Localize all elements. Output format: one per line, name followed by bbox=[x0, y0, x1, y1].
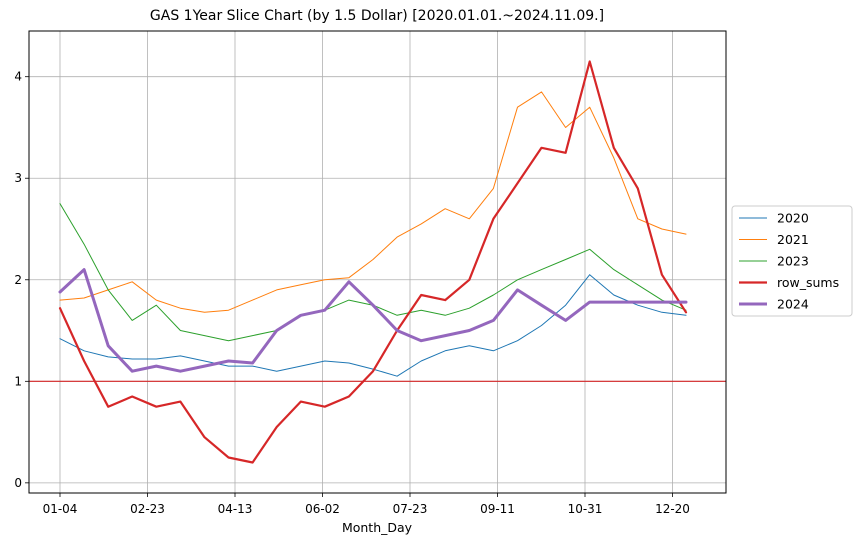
x-tick-label: 09-11 bbox=[480, 502, 515, 516]
x-tick-label: 12-20 bbox=[655, 502, 690, 516]
y-tick-label: 4 bbox=[14, 70, 22, 84]
y-tick-label: 2 bbox=[14, 273, 22, 287]
series-line-2024 bbox=[58, 268, 688, 373]
x-tick-label: 04-13 bbox=[218, 502, 253, 516]
y-tick-label: 1 bbox=[14, 374, 22, 388]
legend: 2020 2021 2023 row_sums 2024 bbox=[731, 205, 853, 317]
y-tick-label: 0 bbox=[14, 476, 22, 490]
series-line-row_sums bbox=[58, 60, 688, 464]
series-line-2020 bbox=[59, 274, 687, 377]
legend-box bbox=[731, 205, 853, 317]
y-axis: 0 1 2 3 4 bbox=[14, 70, 29, 490]
x-tick-label: 10-31 bbox=[568, 502, 603, 516]
legend-label: row_sums bbox=[777, 275, 839, 290]
y-tick-label: 3 bbox=[14, 171, 22, 185]
legend-label: 2024 bbox=[777, 297, 809, 312]
x-tick-label: 07-23 bbox=[393, 502, 428, 516]
legend-label: 2020 bbox=[777, 211, 809, 226]
series-line-2023 bbox=[59, 203, 687, 342]
legend-label: 2021 bbox=[777, 232, 809, 247]
x-tick-label: 02-23 bbox=[130, 502, 165, 516]
chart-title: GAS 1Year Slice Chart (by 1.5 Dollar) [2… bbox=[150, 8, 604, 24]
legend-label: 2023 bbox=[777, 254, 809, 269]
x-tick-label: 01-04 bbox=[43, 502, 78, 516]
x-axis-label: Month_Day bbox=[342, 520, 413, 535]
series-line-2021 bbox=[59, 91, 687, 313]
x-axis: 01-04 02-23 04-13 06-02 07-23 09-11 10-31 12-20 bbox=[43, 493, 690, 516]
x-tick-label: 06-02 bbox=[305, 502, 340, 516]
series-group bbox=[58, 60, 688, 464]
grid bbox=[29, 31, 726, 493]
plot-frame bbox=[28, 30, 727, 494]
